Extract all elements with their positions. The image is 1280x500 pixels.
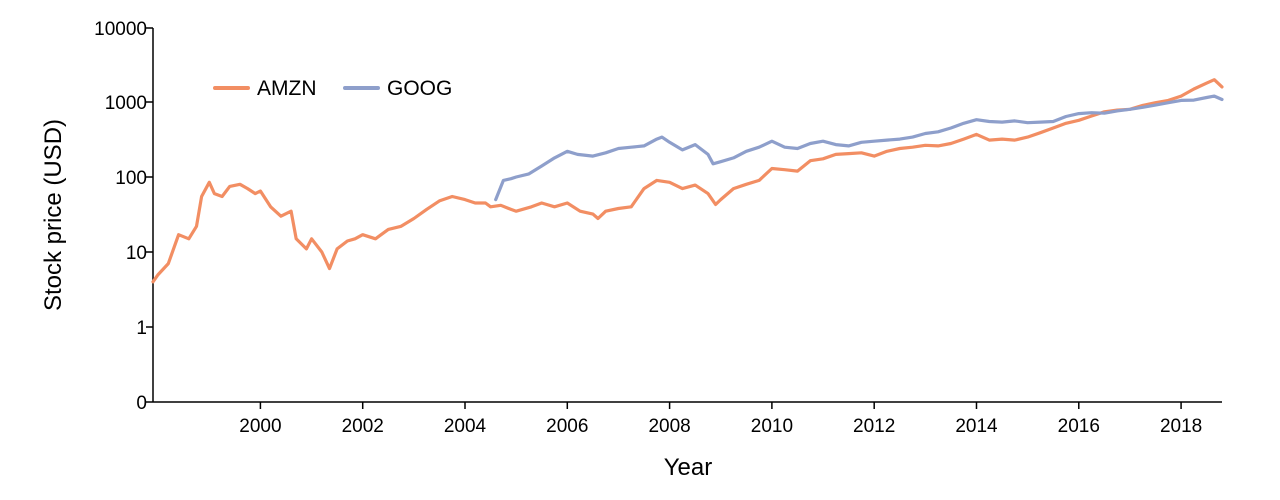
x-tick-label: 2000 (239, 416, 281, 437)
x-tick-label: 2002 (342, 416, 384, 437)
y-ticks: 0 1 10 100 1000 10000 (94, 19, 153, 414)
x-axis-title: Year (664, 454, 713, 481)
x-tick-label: 2014 (955, 416, 998, 437)
y-tick-label: 100 (115, 168, 147, 189)
x-tick-label: 2016 (1058, 416, 1100, 437)
y-tick-label: 10000 (94, 19, 147, 40)
legend-label-goog: GOOG (387, 77, 452, 100)
x-tick-label: 2012 (853, 416, 895, 437)
series-line-amzn (151, 78, 1224, 284)
y-tick-label: 10 (126, 243, 147, 264)
legend-label-amzn: AMZN (257, 77, 317, 100)
x-tick-label: 2008 (648, 416, 690, 437)
x-tick-label: 2004 (444, 416, 487, 437)
series-line-goog (494, 94, 1224, 202)
x-tick-label: 2010 (751, 416, 793, 437)
series-layer (151, 78, 1224, 284)
y-axis-title: Stock price (USD) (40, 119, 67, 311)
y-tick-label: 1000 (105, 93, 147, 114)
x-tick-label: 2018 (1160, 416, 1202, 437)
x-tick-label: 2006 (546, 416, 588, 437)
y-tick-label: 1 (136, 318, 147, 339)
axes (152, 28, 1222, 403)
y-tick-label: 0 (136, 393, 147, 414)
legend: AMZN GOOG (213, 77, 452, 100)
x-ticks: 2000 2002 2004 2006 2008 2010 2012 2014 2016 2018 (239, 402, 1202, 437)
